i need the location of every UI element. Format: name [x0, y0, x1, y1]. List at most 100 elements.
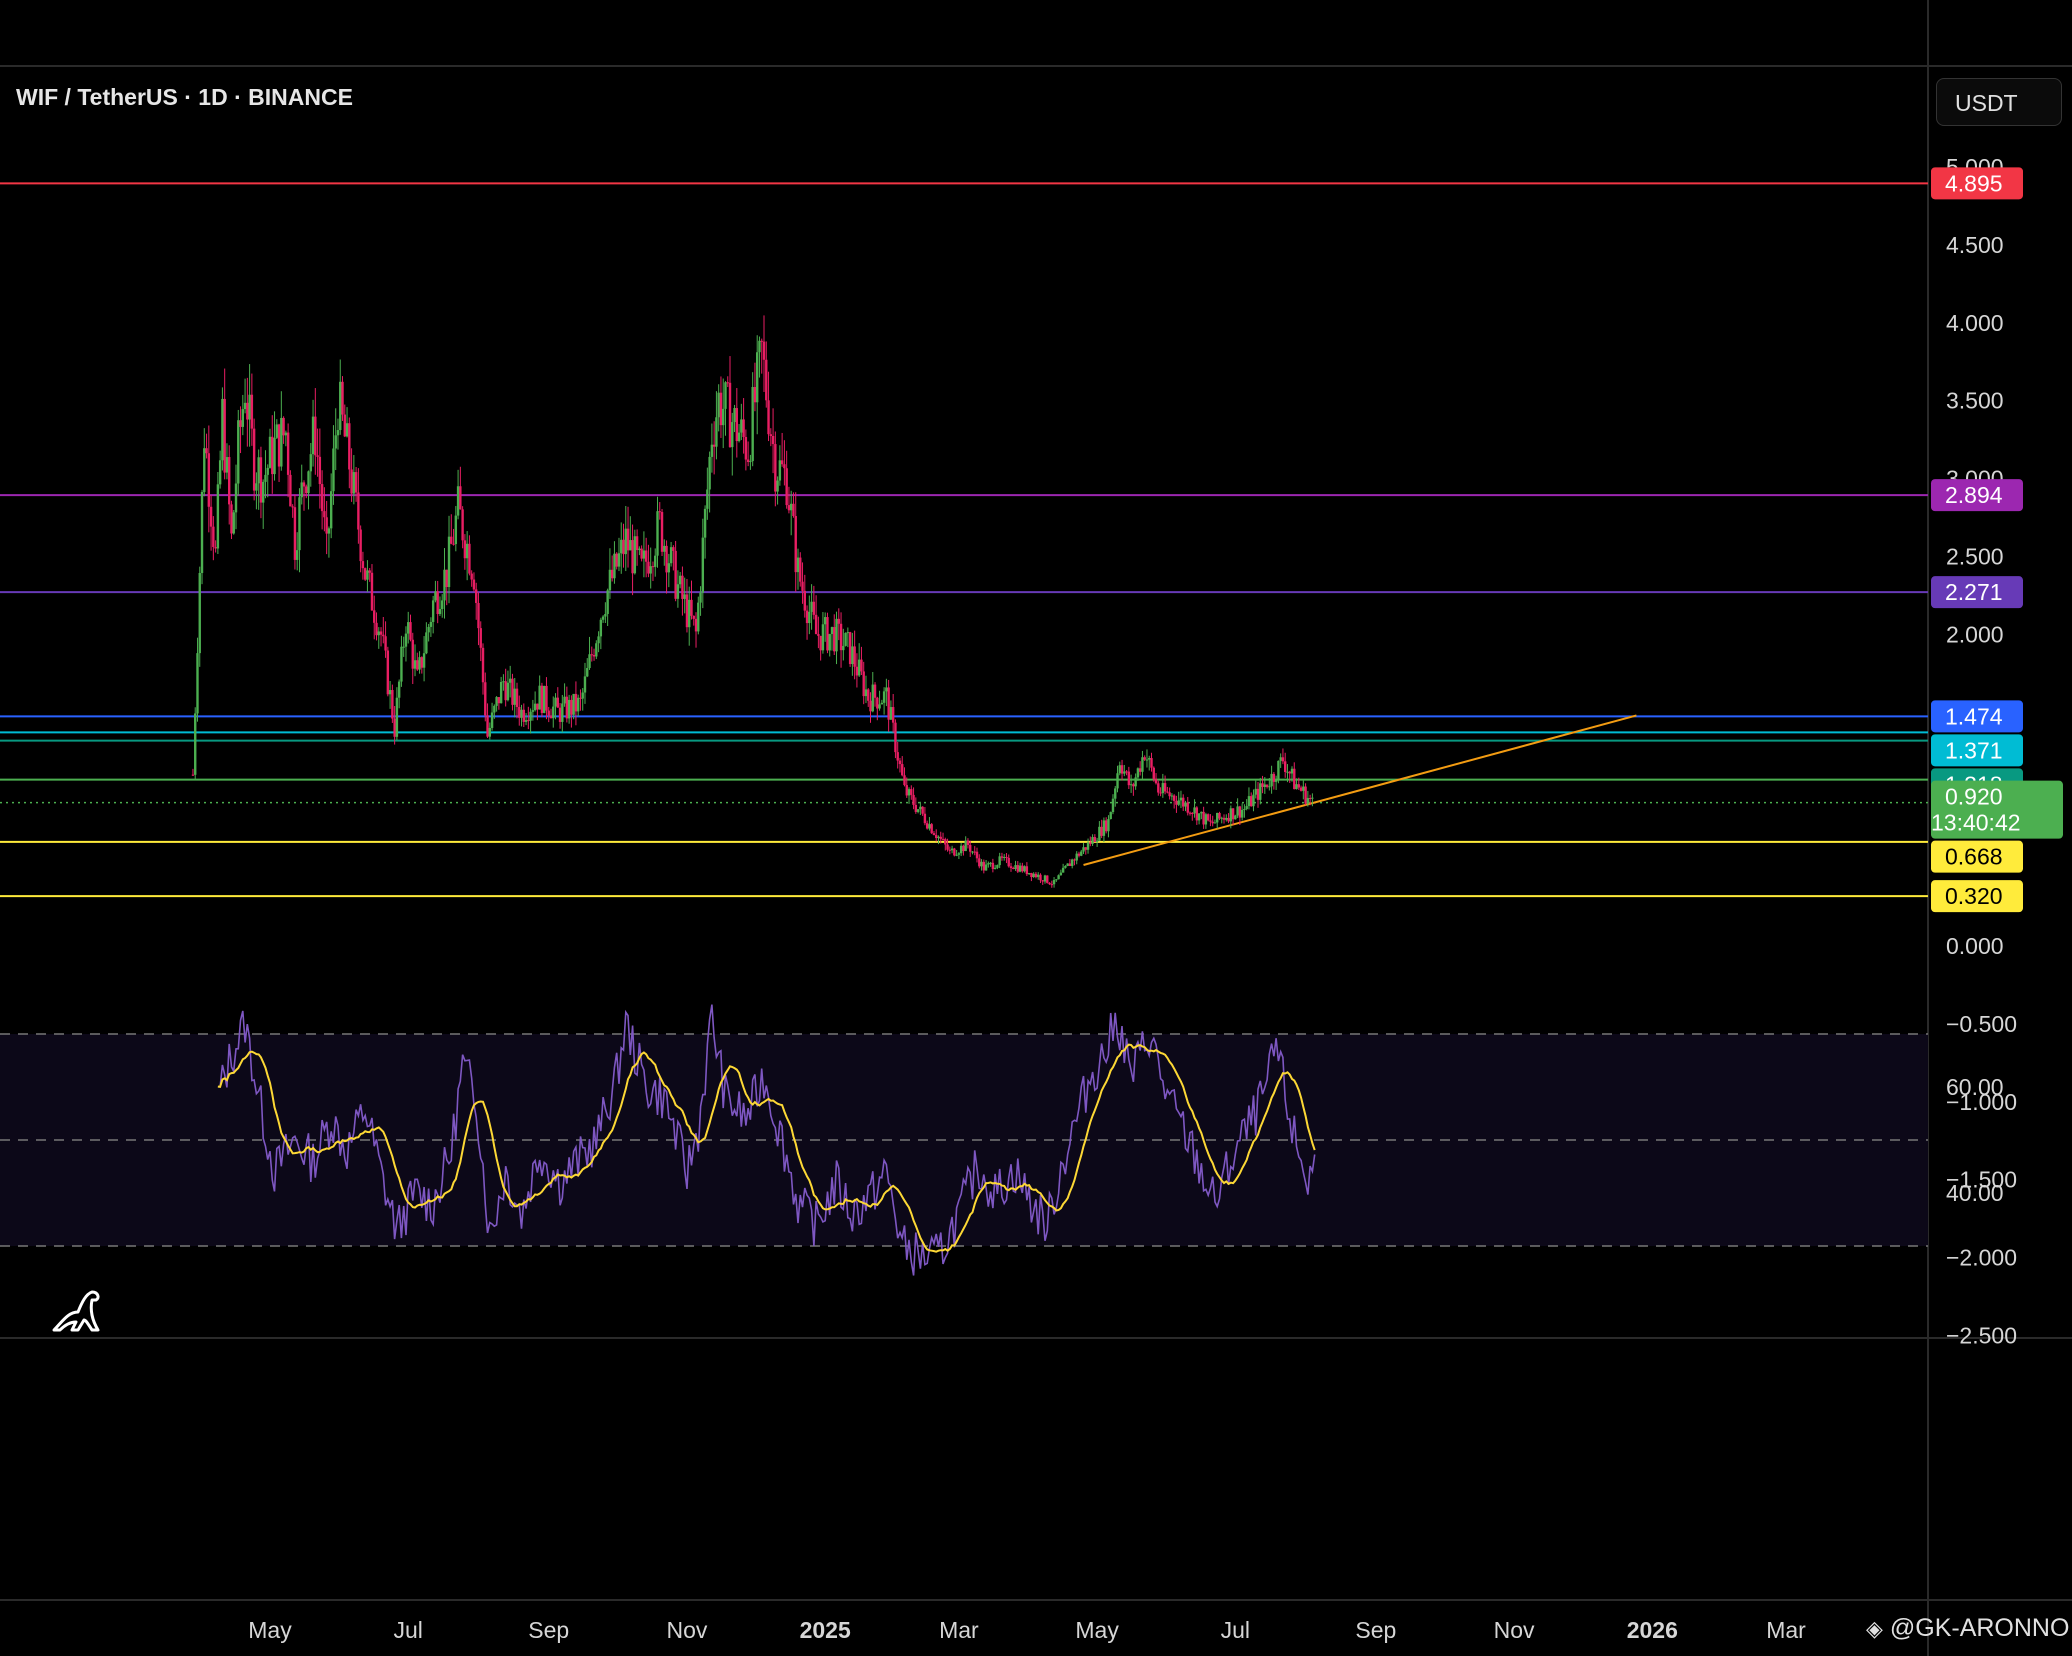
candle: [531, 699, 535, 721]
candle: [656, 496, 659, 568]
price-tick-label: −2.500: [1946, 1323, 2017, 1349]
candle: [1132, 782, 1135, 796]
candle: [345, 407, 349, 438]
candle: [769, 428, 773, 447]
candle: [1252, 789, 1255, 812]
candle: [882, 687, 886, 715]
candle: [774, 431, 777, 507]
candle: [1138, 761, 1142, 776]
candle: [1182, 794, 1185, 811]
candle: [789, 490, 793, 536]
candle: [860, 646, 863, 676]
candle: [418, 651, 421, 674]
candle: [354, 467, 358, 502]
candle: [1188, 811, 1192, 816]
candle: [495, 696, 498, 712]
candle: [567, 694, 571, 724]
candle: [1043, 874, 1047, 884]
candle: [490, 702, 494, 731]
candle: [1000, 852, 1004, 861]
candle: [1222, 814, 1226, 824]
time-axis-label: Jul: [1221, 1617, 1250, 1643]
candle: [1202, 806, 1205, 829]
candle: [588, 636, 591, 670]
candle: [1027, 872, 1031, 875]
candle: [805, 605, 809, 640]
candle: [1234, 814, 1237, 820]
candle: [221, 387, 224, 471]
price-level-badge: 0.320: [1931, 880, 2023, 913]
price-tick-label: −1.000: [1946, 1089, 2017, 1115]
candle: [443, 548, 446, 619]
candle: [823, 612, 827, 642]
candle: [275, 419, 278, 439]
candle: [1299, 785, 1303, 792]
candle: [348, 417, 351, 489]
candle: [851, 632, 854, 676]
candle: [975, 847, 979, 863]
candle: [282, 416, 285, 444]
candle: [209, 495, 213, 551]
candle: [366, 560, 369, 592]
candle: [871, 672, 874, 713]
candle: [520, 704, 523, 727]
candle: [554, 693, 557, 720]
candle: [722, 378, 725, 449]
candle: [1213, 819, 1217, 824]
candle: [595, 640, 598, 660]
candle: [613, 541, 616, 584]
candle: [787, 486, 791, 514]
symbol-title: WIF / TetherUS · 1D · BINANCE: [16, 84, 353, 110]
candle: [1200, 811, 1203, 820]
candle: [907, 787, 911, 804]
candle: [1263, 777, 1267, 794]
candle: [252, 418, 256, 501]
candle: [524, 713, 528, 726]
candle: [357, 468, 360, 544]
candle: [944, 837, 947, 851]
rsi-line: [217, 1004, 1316, 1276]
candle: [1286, 764, 1289, 783]
author-watermark: ◈ @GK-ARONNO: [1866, 1614, 2069, 1643]
candle: [556, 687, 559, 708]
candle: [1240, 803, 1244, 821]
candle: [1070, 858, 1074, 869]
candle: [1172, 794, 1176, 809]
candle: [518, 695, 521, 726]
candle: [479, 621, 482, 662]
candle: [901, 756, 904, 777]
candle: [959, 842, 963, 857]
candle: [468, 535, 471, 576]
candle: [472, 572, 476, 592]
candle: [592, 648, 596, 661]
candle: [1236, 798, 1239, 819]
candle: [891, 694, 895, 733]
candle: [257, 449, 260, 510]
candle: [751, 372, 754, 467]
candle: [801, 562, 804, 604]
candle: [409, 614, 412, 642]
price-level-badge-label: 1.371: [1945, 737, 2003, 763]
candle: [529, 708, 532, 734]
candle: [438, 596, 442, 617]
currency-button[interactable]: USDT: [1936, 78, 2062, 126]
candle: [644, 537, 648, 578]
candle: [293, 494, 297, 570]
candle: [799, 552, 802, 587]
candle: [488, 722, 492, 740]
candle: [388, 680, 392, 709]
candle: [694, 612, 698, 648]
candle: [407, 611, 410, 644]
candle: [737, 423, 741, 443]
candle: [1009, 862, 1013, 872]
tradingview-dino-icon[interactable]: [48, 1282, 104, 1343]
candle: [855, 653, 859, 688]
candle: [1186, 796, 1189, 816]
candle: [767, 371, 770, 442]
candle: [932, 831, 936, 836]
candle: [631, 524, 634, 596]
candle: [864, 675, 868, 704]
candle: [542, 685, 546, 714]
candle: [710, 423, 714, 473]
